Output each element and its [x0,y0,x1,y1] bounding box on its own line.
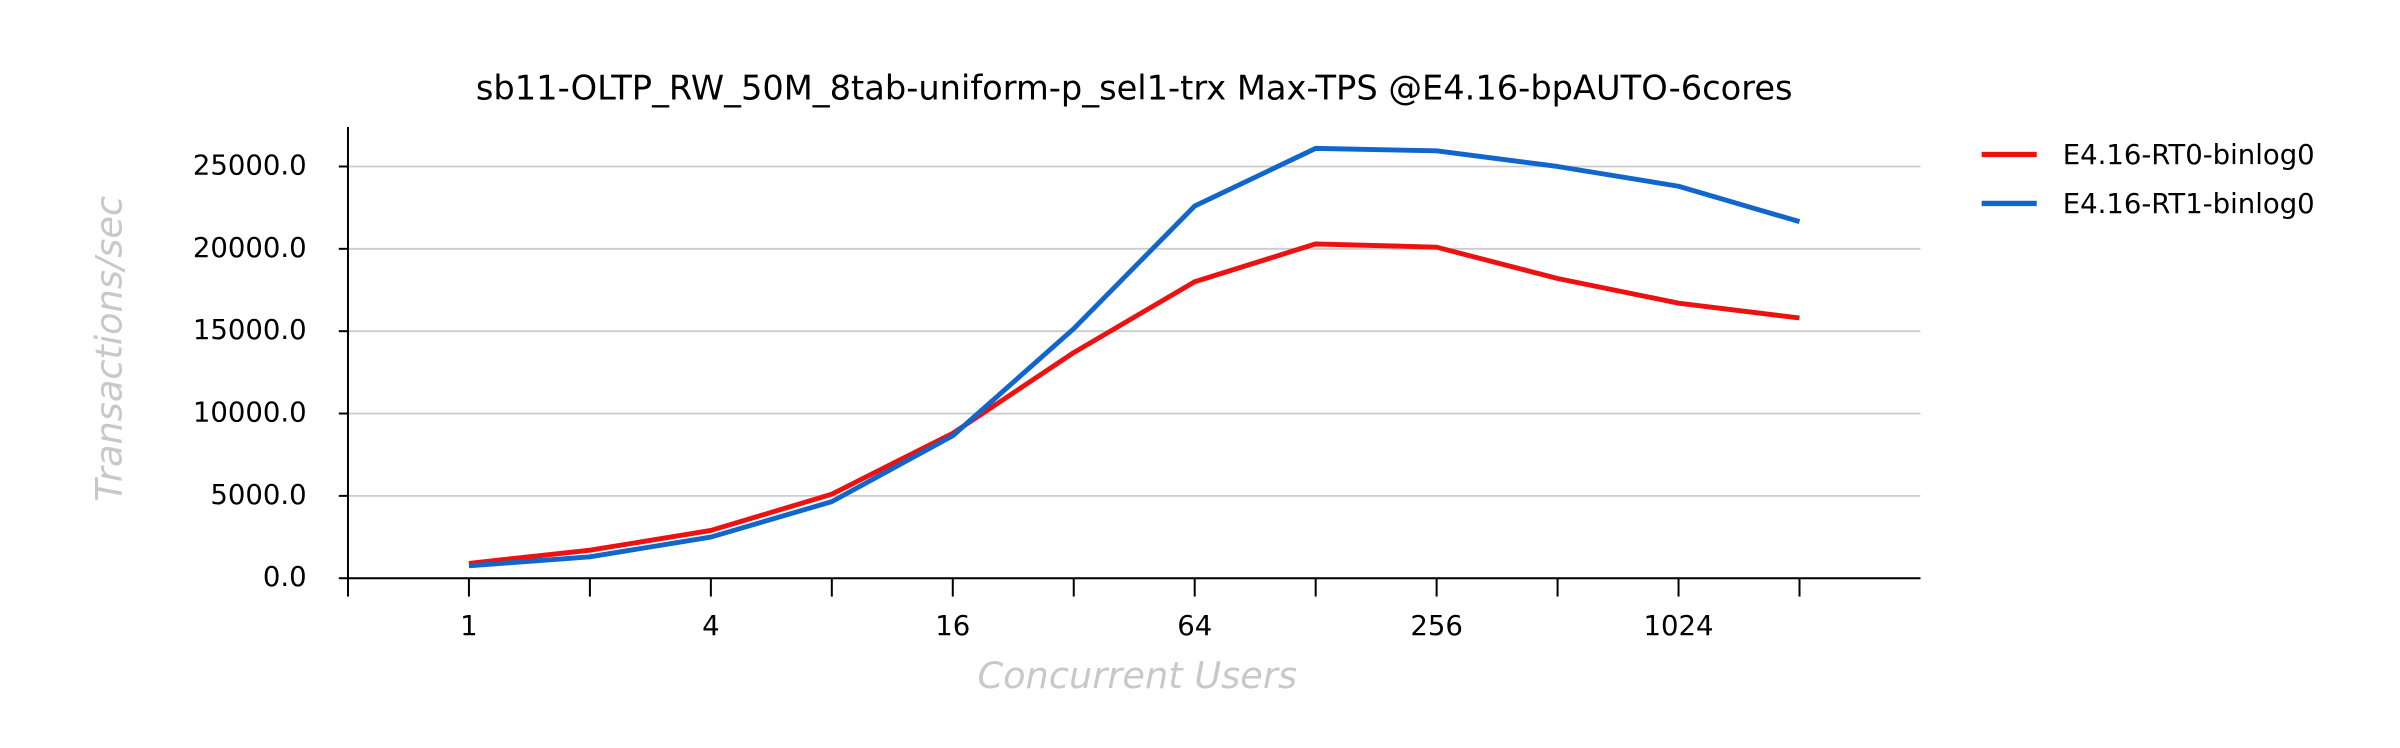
y-tick-label: 20000.0 [193,232,307,264]
x-tick-label: 64 [1177,610,1212,642]
y-tick-label: 0.0 [263,561,307,593]
x-tick-label: 256 [1410,610,1463,642]
x-tick-label: 1024 [1644,610,1714,642]
line-series [468,241,1800,566]
y-axis-label: Transactions/sec [87,196,130,502]
y-tick-label: 10000.0 [193,397,307,429]
y-tick-label: 25000.0 [193,149,307,181]
legend-label: E4.16-RT0-binlog0 [2063,139,2315,171]
line-series [468,145,1801,569]
x-axis-label: Concurrent Users [977,654,1297,697]
x-tick-label: 4 [702,610,720,642]
x-tick-label: 16 [935,610,970,642]
y-tick-label: 15000.0 [193,314,307,346]
x-tick-label: 1 [460,610,478,642]
chart-title: sb11-OLTP_RW_50M_8tab-uniform-p_sel1-trx… [476,69,1793,108]
legend-label: E4.16-RT1-binlog0 [2063,188,2315,220]
y-tick-label: 5000.0 [210,479,306,511]
